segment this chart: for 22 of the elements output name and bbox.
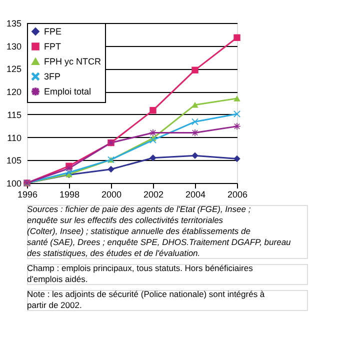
legend-label: FPT: [44, 42, 62, 52]
y-tick-label: 135: [6, 18, 22, 28]
y-tick-label: 115: [7, 110, 22, 120]
legend-label: Emploi total: [44, 86, 92, 96]
y-tick-label: 110: [7, 132, 22, 143]
x-tick-label: 1998: [59, 190, 80, 200]
legend-label: FPH yc NTCR: [44, 56, 102, 66]
text: Champ : emplois principaux, tous statuts. Hors bénéficiaires d'emplois aidés.: [27, 263, 253, 284]
legend-label: FPE: [44, 26, 62, 36]
x-tick-label: 2000: [101, 190, 122, 200]
y-tick-label: 125: [6, 64, 22, 74]
x-tick-label: 1996: [17, 190, 38, 200]
y-tick-label: 120: [6, 87, 22, 98]
x-tick-label: 2004: [185, 190, 206, 200]
x-tick-label: 2002: [143, 190, 164, 200]
text: Note : les adjoints de sécurité (Police nationale) sont intégrés à partir de 2002.: [27, 289, 265, 310]
y-tick-label: 130: [6, 41, 22, 52]
y-tick-label: 105: [6, 156, 22, 166]
legend-label: 3FP: [44, 72, 61, 82]
x-tick-label: 2006: [227, 190, 248, 200]
y-tick-label: 100: [6, 178, 22, 188]
source-note: Sources : fichier de paie des agents de l'Etat (FGE), Insee ; enquête sur les effectifs des collectivités territoriales (Colter), Insee) ; statistique annuelle des établissements de santé (SAE), Drees ; enquête SPE, DHOS.Traitement DGAFP, bureau des statistiques, des études et de l'évaluation.: [27, 204, 292, 258]
